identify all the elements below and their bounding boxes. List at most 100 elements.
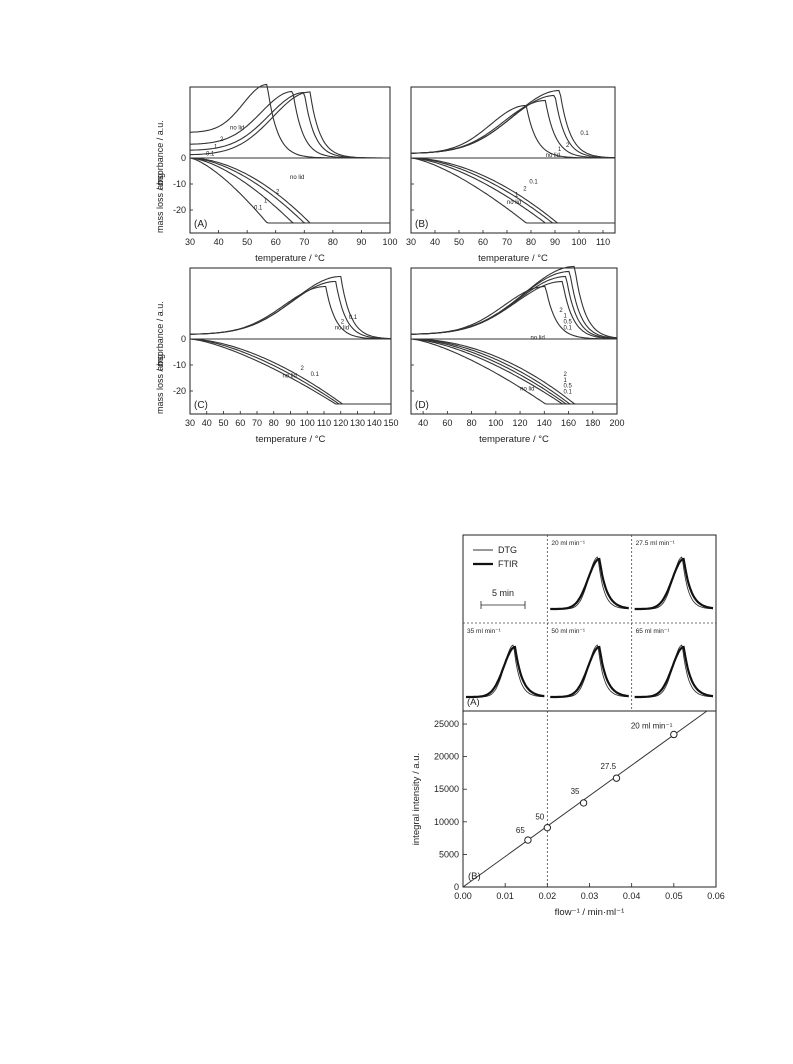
series-label: no lid [546,153,560,159]
x-tick-label: 100 [571,237,586,247]
y-tick-label: -20 [173,205,186,215]
x-axis-label: temperature / °C [478,253,548,264]
series-label: 2 [523,187,527,193]
x-tick-label: 120 [333,418,348,428]
series-label: 0.1 [580,131,589,137]
y-axis-label-mass: mass loss / mg [155,173,165,233]
x-tick-label: 110 [596,237,610,247]
plot-frame [189,86,391,234]
series-label: 0.1 [206,152,215,158]
dtg-ftir-panel: DTG FTIR 5 min 20 ml min⁻¹ 27.5 ml min⁻¹ 35 m… [462,534,717,887]
x-tick-label: 0.00 [454,891,472,901]
tga-panel-d: 40 60 80 100 120 140 160 180 200 temperature / °C… [410,265,625,445]
series-label: 2 [341,319,345,325]
y-axis-label-absorbance: absorbance / a.u. [155,301,165,371]
series-label: 2 [220,137,224,143]
y-axis-label-mass: mass loss / mg [155,354,165,414]
ftir-peak-line [550,645,629,699]
x-tick-label: 90 [550,237,560,247]
dtg-peak-line [466,644,545,698]
scale-bar-label: 5 min [492,588,514,598]
absorbance-line [411,94,615,159]
data-point [579,799,588,807]
mass-loss-line [411,338,617,405]
fit-line [462,710,708,888]
mass-loss-line [190,157,390,224]
x-tick-label: 80 [526,237,536,247]
series-label: 1 [563,378,567,384]
series-label: 1 [264,198,268,204]
x-axis-label: flow⁻¹ / min·ml⁻¹ [555,907,625,918]
x-tick-label: 40 [202,418,212,428]
series-label: 0.5 [563,319,572,325]
data-point [612,774,621,782]
x-tick-label: 0.04 [623,891,641,901]
series-label: 2 [276,190,280,196]
x-tick-label: 0.01 [496,891,514,901]
series-label: 0.1 [311,372,320,378]
series-label: 2 [559,308,563,314]
dtg-peak-line [550,644,629,698]
series-label: no lid [290,175,304,181]
legend-label-dtg: DTG [498,545,517,555]
point-label: 27.5 [600,762,616,771]
absorbance-line [410,265,618,339]
x-tick-label: 80 [269,418,279,428]
x-tick-label: 110 [317,418,331,428]
y-tick-label: -20 [173,386,186,396]
x-tick-label: 100 [300,418,315,428]
x-tick-label: 100 [488,418,503,428]
series-label: 2 [566,143,570,149]
absorbance-line [410,89,616,159]
panel-letter: (D) [415,400,429,411]
y-tick-label: 10000 [434,817,459,827]
x-tick-label: 70 [299,237,309,247]
tga-panel-c: 30 40 50 60 70 80 90 100 110 120 130 140 150 temperat… [155,267,399,445]
panel-letter: (A) [467,697,480,708]
x-tick-label: 200 [609,418,624,428]
x-tick-label: 60 [271,237,281,247]
mass-loss-line [410,157,615,224]
mass-loss-line [189,157,390,224]
ftir-peak-line [634,557,714,611]
x-tick-label: 50 [218,418,228,428]
legend-label-ftir: FTIR [498,559,518,569]
x-tick-label: 60 [478,237,488,247]
x-tick-label: 0.06 [707,891,725,901]
y-axis-label-absorbance: absorbance / a.u. [155,120,165,190]
plot-frame [189,267,392,415]
series-label: no lid [282,374,296,380]
data-point [524,836,532,844]
series-label: 1 [515,193,519,199]
series-label: 2 [563,372,567,378]
dtg-peak-line [634,556,713,610]
x-tick-label: 140 [537,418,552,428]
x-tick-label: 50 [454,237,464,247]
x-tick-label: 60 [235,418,245,428]
series-label: 0.1 [563,325,572,331]
flow-label: 50 ml min⁻¹ [551,628,586,635]
data-point [543,823,552,832]
x-axis-label: temperature / °C [255,253,325,264]
absorbance-line [189,91,390,159]
x-tick-label: 40 [430,237,440,247]
y-tick-label: 5000 [439,849,459,859]
x-tick-label: 70 [252,418,262,428]
x-tick-label: 30 [406,237,416,247]
series-label: no lid [335,325,349,331]
y-tick-label: -10 [173,360,186,370]
absorbance-line [410,270,618,339]
x-tick-label: 0.02 [539,891,557,901]
flow-label: 20 ml min⁻¹ [551,540,586,547]
series-label: 0.1 [529,179,538,185]
x-tick-label: 80 [467,418,477,428]
series-label: no lid [507,200,521,206]
data-point [670,730,678,739]
flow-label: 65 ml min⁻¹ [636,628,671,635]
absorbance-line [410,285,617,340]
panel-letter: (C) [194,400,208,411]
plot-frame [410,86,616,234]
x-tick-label: 140 [367,418,382,428]
flow-label: 35 ml min⁻¹ [467,628,502,635]
